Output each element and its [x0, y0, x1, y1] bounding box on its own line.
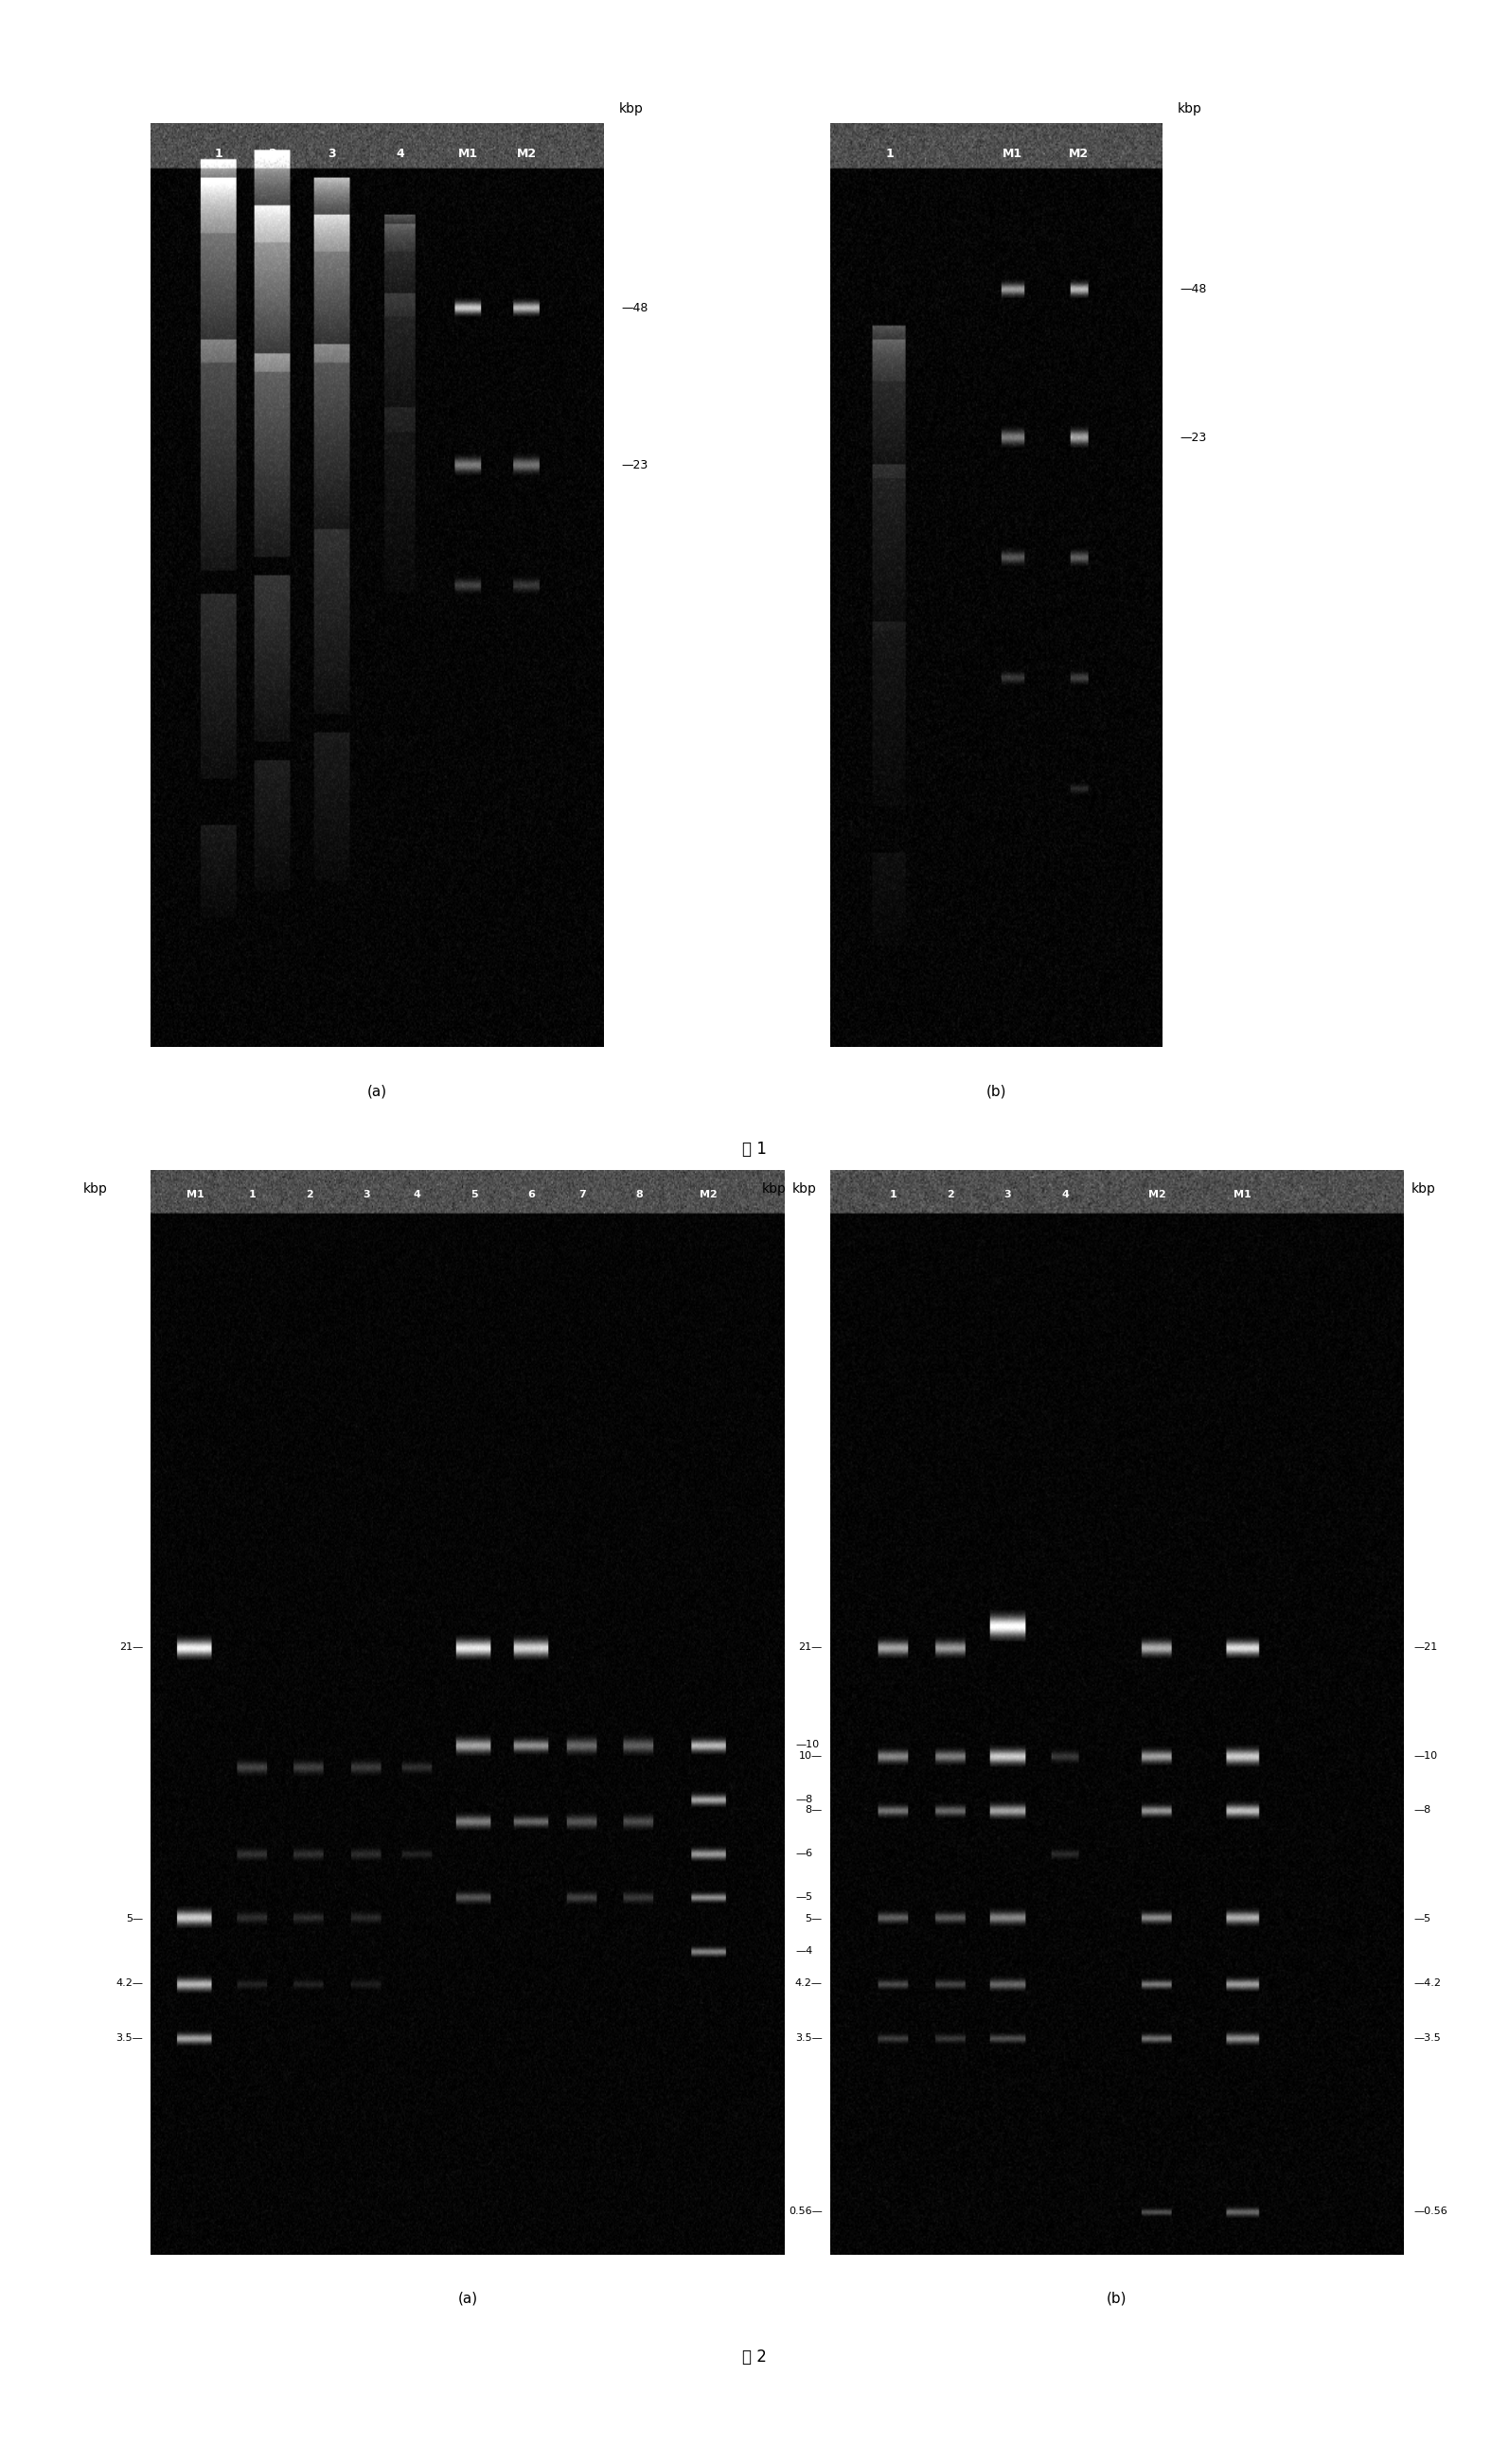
Text: (a): (a) [457, 2292, 478, 2306]
Text: kbp: kbp [83, 1183, 107, 1195]
Text: M2: M2 [1148, 1190, 1165, 1200]
Text: 7: 7 [578, 1190, 585, 1200]
Text: kbp: kbp [1411, 1183, 1435, 1195]
Text: 4.2—: 4.2— [116, 1979, 143, 1988]
Text: —23: —23 [1180, 431, 1207, 444]
Text: M2: M2 [700, 1190, 717, 1200]
Text: 10—: 10— [798, 1752, 822, 1762]
Text: (b): (b) [1106, 2292, 1127, 2306]
Text: kbp: kbp [619, 103, 643, 116]
Text: 图 1: 图 1 [742, 1141, 767, 1158]
Text: kbp: kbp [762, 1183, 786, 1195]
Text: 3: 3 [1003, 1190, 1011, 1200]
Text: —5: —5 [795, 1892, 812, 1902]
Text: M1: M1 [1002, 148, 1023, 160]
Text: 3: 3 [327, 148, 337, 160]
Text: —10: —10 [795, 1740, 819, 1749]
Text: —48: —48 [1180, 283, 1207, 296]
Text: 4: 4 [413, 1190, 421, 1200]
Text: —0.56: —0.56 [1414, 2205, 1447, 2215]
Text: M1: M1 [1234, 1190, 1251, 1200]
Text: 4.2—: 4.2— [795, 1979, 822, 1988]
Text: —8: —8 [795, 1794, 812, 1804]
Text: M1: M1 [457, 148, 478, 160]
Text: 3.5—: 3.5— [795, 2033, 822, 2043]
Text: —8: —8 [1414, 1806, 1431, 1816]
Text: —6: —6 [795, 1848, 812, 1858]
Text: —23: —23 [622, 458, 649, 471]
Text: 4: 4 [395, 148, 404, 160]
Text: 1: 1 [249, 1190, 257, 1200]
Text: M2: M2 [1068, 148, 1089, 160]
Text: 1: 1 [214, 148, 223, 160]
Text: 3.5—: 3.5— [116, 2033, 143, 2043]
Text: 5—: 5— [806, 1915, 822, 1924]
Text: —4.2: —4.2 [1414, 1979, 1441, 1988]
Text: 0.56—: 0.56— [789, 2205, 822, 2215]
Text: 6: 6 [528, 1190, 534, 1200]
Text: 1: 1 [889, 1190, 896, 1200]
Text: 5—: 5— [127, 1915, 143, 1924]
Text: M1: M1 [187, 1190, 204, 1200]
Text: 8—: 8— [806, 1806, 822, 1816]
Text: 1: 1 [886, 148, 893, 160]
Text: 3: 3 [362, 1190, 370, 1200]
Text: 21—: 21— [119, 1643, 143, 1653]
Text: —21: —21 [1414, 1643, 1438, 1653]
Text: kbp: kbp [792, 1183, 816, 1195]
Text: 2: 2 [946, 1190, 954, 1200]
Text: —10: —10 [1414, 1752, 1438, 1762]
Text: kbp: kbp [1177, 103, 1201, 116]
Text: 5: 5 [471, 1190, 478, 1200]
Text: 4: 4 [1061, 1190, 1068, 1200]
Text: (a): (a) [367, 1084, 388, 1099]
Text: —48: —48 [622, 303, 649, 313]
Text: 8: 8 [635, 1190, 643, 1200]
Text: —3.5: —3.5 [1414, 2033, 1441, 2043]
Text: —4: —4 [795, 1947, 812, 1956]
Text: 图 2: 图 2 [742, 2348, 767, 2365]
Text: (b): (b) [985, 1084, 1007, 1099]
Text: 2: 2 [269, 148, 278, 160]
Text: —5: —5 [1414, 1915, 1431, 1924]
Text: M2: M2 [516, 148, 537, 160]
Text: 2: 2 [306, 1190, 312, 1200]
Text: 21—: 21— [798, 1643, 822, 1653]
